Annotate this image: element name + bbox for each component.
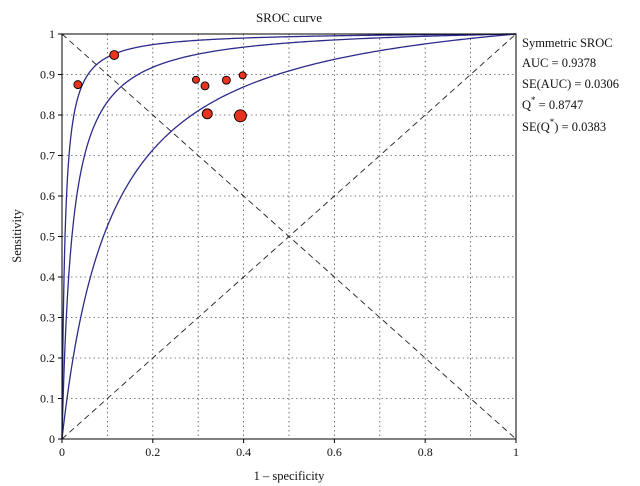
sroc-curve <box>61 33 517 439</box>
y-ticks: 0 0.1 0.2 0.3 0.4 0.5 0.6 0.7 0.8 0.9 1 <box>40 27 62 446</box>
y-tick-label: 0.8 <box>40 108 55 122</box>
x-tick-label: 0.4 <box>236 445 251 459</box>
legend-q-star: Q* = 0.8747 <box>522 95 583 112</box>
x-tick-label: 0.8 <box>418 445 433 459</box>
y-tick-label: 0.5 <box>40 230 55 244</box>
sroc-curve <box>61 33 517 440</box>
y-tick-label: 0.3 <box>40 311 55 325</box>
y-tick-label: 0.6 <box>40 189 55 203</box>
x-ticks: 0 0.2 0.4 0.6 0.8 1 <box>59 439 519 459</box>
study-point <box>191 75 200 84</box>
legend-auc: AUC = 0.9378 <box>522 56 596 70</box>
x-tick-label: 0.2 <box>145 445 160 459</box>
x-axis-title: 1 – specificity <box>254 469 326 483</box>
y-tick-label: 0 <box>49 432 55 446</box>
x-tick-label: 0 <box>59 445 65 459</box>
legend-se-q-star: SE(Q*) = 0.0383 <box>522 117 606 134</box>
y-tick-label: 0.1 <box>40 392 55 406</box>
y-axis-title: Sensitivity <box>10 209 24 263</box>
data-points <box>73 50 247 123</box>
sroc-curves <box>61 33 517 440</box>
y-tick-label: 0.4 <box>40 270 55 284</box>
y-tick-label: 1 <box>49 27 55 41</box>
study-point <box>200 81 210 91</box>
study-point <box>221 75 231 85</box>
x-tick-label: 1 <box>513 445 519 459</box>
legend-se-auc: SE(AUC) = 0.0306 <box>522 77 619 91</box>
chart-title: SROC curve <box>256 10 322 25</box>
study-point <box>73 80 83 90</box>
legend-title: Symmetric SROC <box>522 36 613 50</box>
study-point <box>201 108 213 120</box>
reference-lines <box>61 33 517 440</box>
y-tick-label: 0.2 <box>40 351 55 365</box>
study-point <box>109 50 120 61</box>
x-tick-label: 0.6 <box>327 445 342 459</box>
study-point <box>238 71 247 80</box>
y-tick-label: 0.9 <box>40 68 55 82</box>
y-tick-label: 0.7 <box>40 149 55 163</box>
study-point <box>233 109 247 123</box>
sroc-curve <box>61 33 517 439</box>
grid-lines <box>62 34 516 439</box>
anti-diagonal-line <box>61 33 517 440</box>
stats-legend: Symmetric SROC AUC = 0.9378 SE(AUC) = 0.… <box>522 36 619 134</box>
